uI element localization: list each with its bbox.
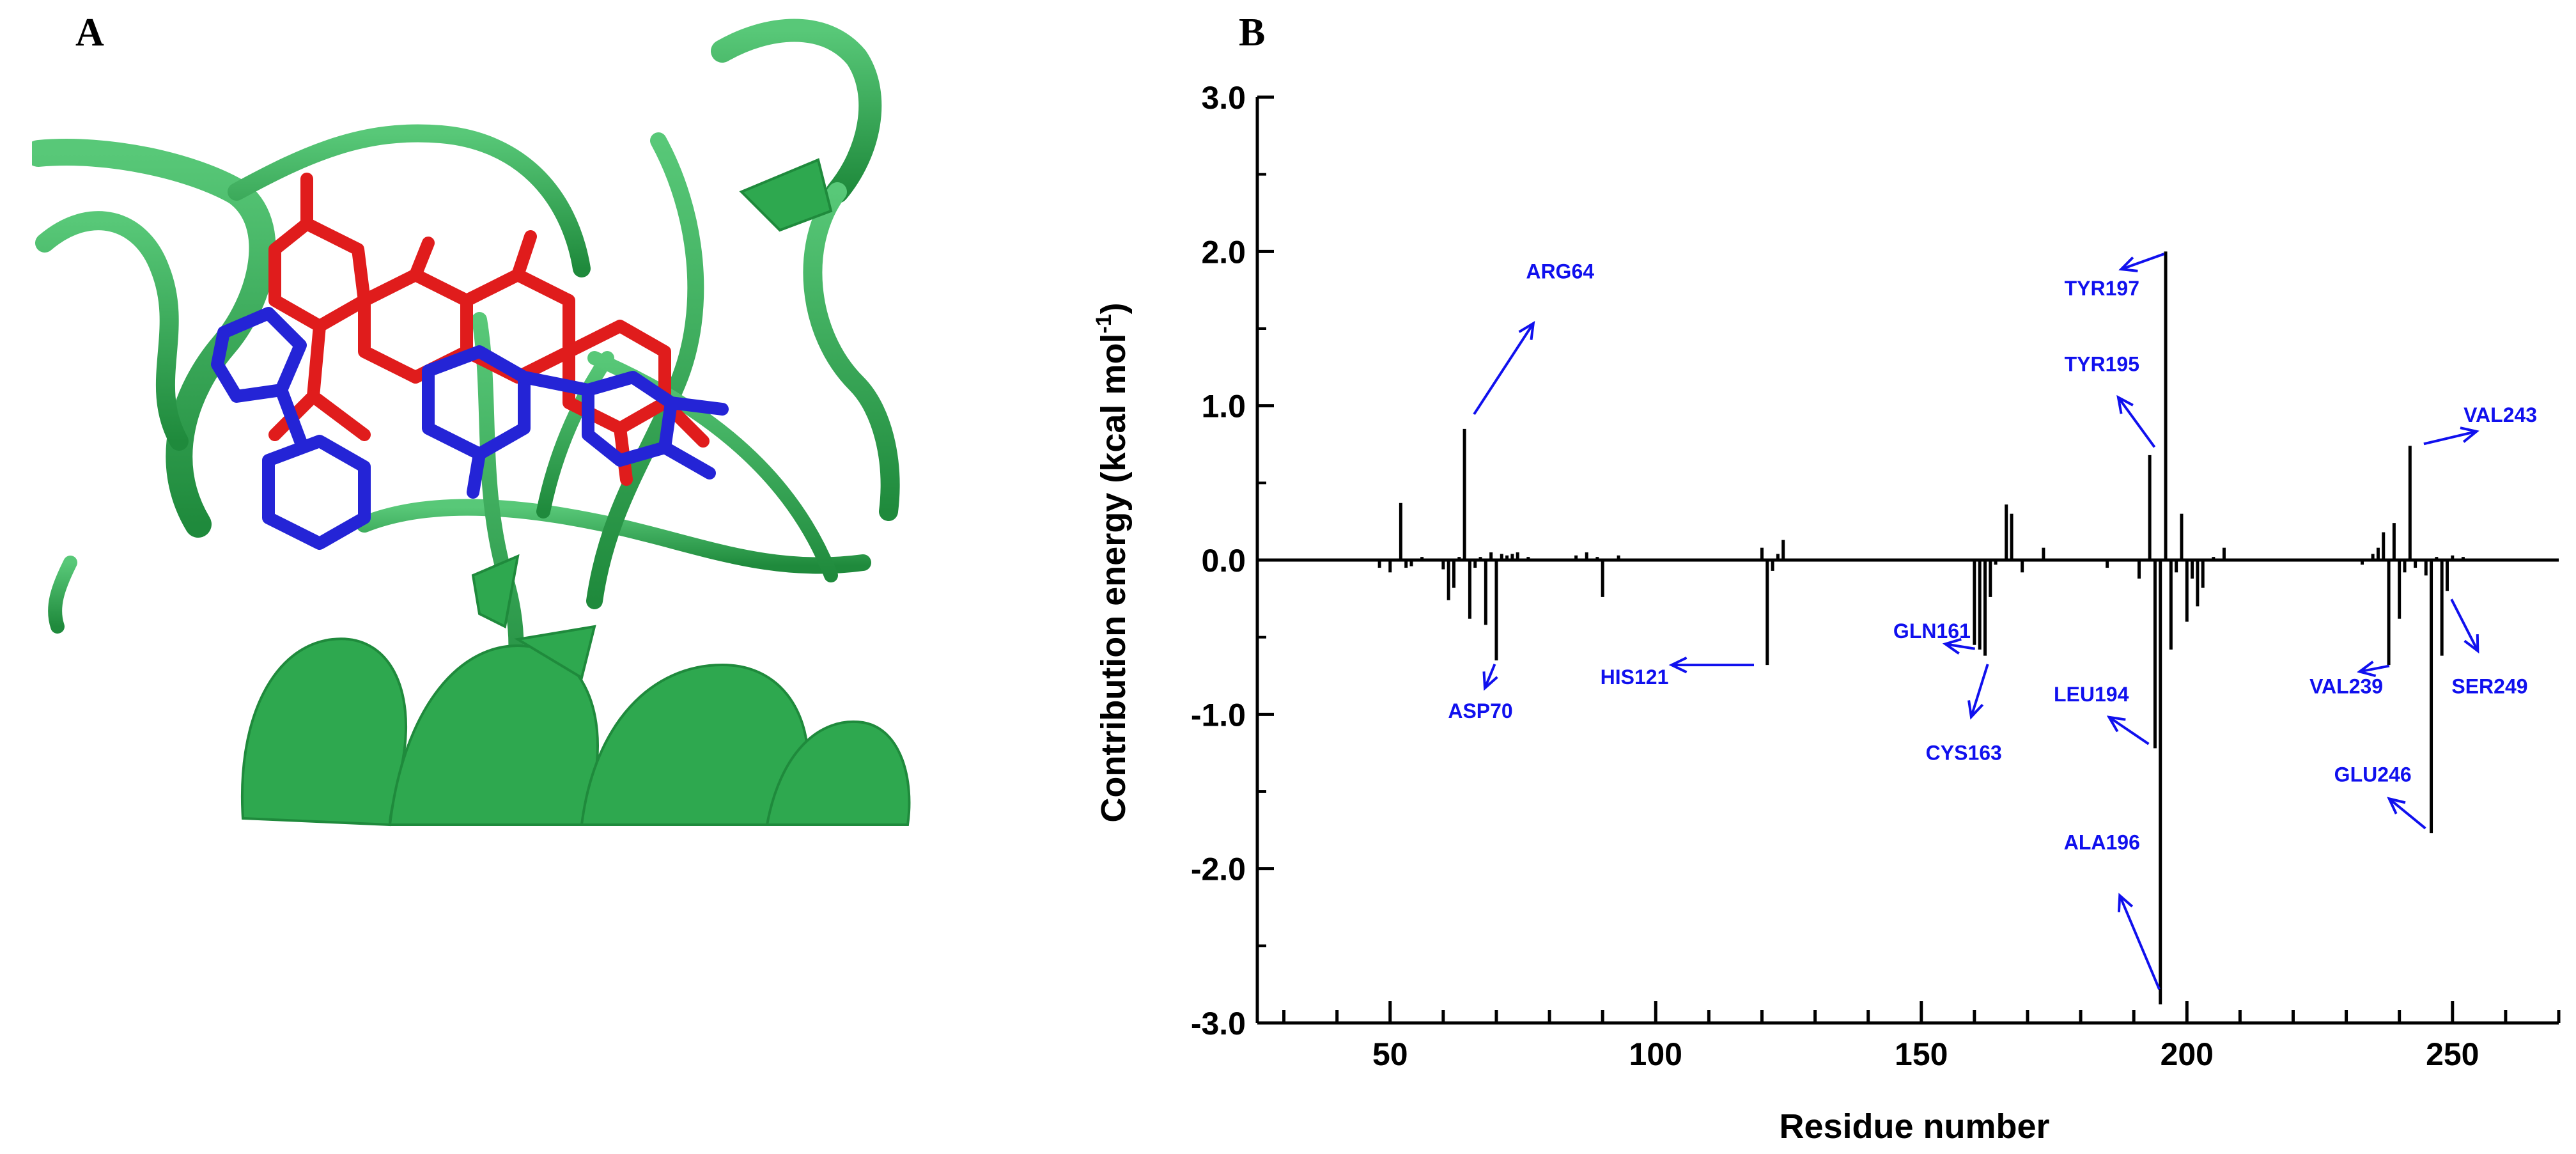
annotation-arrow	[2118, 894, 2161, 990]
annotation-arrowhead	[2460, 426, 2479, 443]
y-tick-label: -2.0	[1191, 852, 1246, 887]
annotation-arrowhead	[1967, 700, 1984, 720]
annotation-arrowhead	[1942, 637, 1962, 655]
x-tick-label: 100	[1629, 1036, 1682, 1072]
annotation-label: TYR195	[2065, 352, 2139, 375]
y-axis-title-main: Contribution energy (kcal mol	[1094, 334, 1133, 823]
annotation-arrowhead	[1518, 320, 1535, 340]
x-tick-label: 200	[2161, 1036, 2214, 1072]
annotation-arrowhead	[1668, 656, 1688, 674]
annotation-label: GLN161	[1893, 620, 1971, 643]
annotation-arrow	[2108, 716, 2150, 745]
annotation-arrow	[1945, 643, 1976, 650]
annotation-label: CYS163	[1926, 741, 2002, 764]
annotation-arrowhead	[2106, 715, 2126, 733]
annotation-label: ASP70	[1448, 699, 1512, 722]
annotation-arrow	[2359, 664, 2390, 673]
annotation-arrowhead	[2116, 394, 2134, 414]
annotation-arrow	[2423, 430, 2477, 446]
y-tick-label: 0.0	[1201, 543, 1246, 579]
panel-a-label: A	[75, 11, 104, 54]
annotation-arrow	[1969, 664, 1989, 717]
annotation-label: GLU246	[2334, 763, 2412, 786]
annotation-arrow	[2450, 598, 2479, 652]
annotation-arrow	[2117, 396, 2156, 448]
annotation-label: SER249	[2451, 675, 2527, 698]
y-axis-title: Contribution energy (kcal mol-1)	[1092, 302, 1133, 822]
y-axis-title-close: )	[1094, 302, 1133, 314]
annotation-arrowhead	[2117, 893, 2134, 912]
x-axis-title: Residue number	[1779, 1107, 2049, 1146]
plot-area: -3.0 -2.0 -1.0 0.0 1.0 2.0 3.0 50 100 150 200 250 AR…	[1191, 80, 2561, 1072]
x-tick-label: 250	[2426, 1036, 2479, 1072]
annotation-arrowhead	[2357, 660, 2377, 678]
panel-b-label: B	[1239, 11, 1266, 54]
y-tick-label: 1.0	[1201, 389, 1246, 425]
protein-ribbon	[32, 19, 900, 743]
annotation-label: TYR197	[2065, 277, 2139, 300]
beta-strand-arrows	[471, 158, 833, 680]
annotation-arrow	[2388, 797, 2426, 830]
annotation-label: ARG64	[1526, 260, 1594, 283]
protein-helix	[241, 637, 911, 827]
y-tick-label: -3.0	[1191, 1006, 1246, 1041]
annotation-arrowhead	[2463, 634, 2479, 654]
y-tick-label: 2.0	[1201, 234, 1246, 270]
protein-ligand-structure-image	[32, 19, 911, 827]
annotation-arrowhead	[1482, 671, 1498, 691]
annotation-label: ALA196	[2064, 831, 2140, 854]
annotation-label: HIS121	[1601, 666, 1669, 689]
annotation-arrow	[1473, 322, 1535, 416]
y-tick-label: -1.0	[1191, 697, 1246, 733]
y-axis-title-superscript: -1	[1092, 314, 1116, 333]
y-tick-label: 3.0	[1201, 80, 1246, 116]
annotation-arrow	[2120, 253, 2165, 271]
svg-text:Contribution energy (kcal mol-: Contribution energy (kcal mol-1)	[1092, 302, 1133, 822]
annotation-label: VAL239	[2309, 675, 2383, 698]
annotation-arrow	[1484, 664, 1496, 689]
x-tick-label: 150	[1895, 1036, 1948, 1072]
annotation-arrowhead	[2387, 797, 2406, 815]
x-tick-label: 50	[1372, 1036, 1408, 1072]
annotation-label: LEU194	[2054, 683, 2129, 706]
ligand-blue	[211, 307, 729, 550]
annotation-label: VAL243	[2463, 403, 2537, 426]
annotation-arrowhead	[2118, 256, 2138, 272]
